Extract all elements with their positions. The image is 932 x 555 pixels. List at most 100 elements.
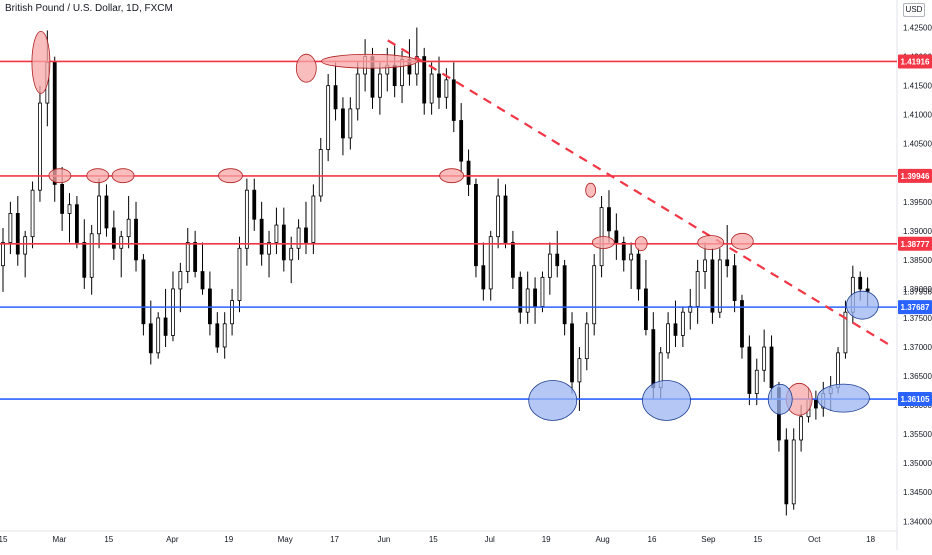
candle-body xyxy=(193,242,198,272)
level-price-label: 1.36105 xyxy=(901,395,930,404)
candle xyxy=(8,201,13,255)
level-price-label: 1.38777 xyxy=(901,240,930,249)
candle-body xyxy=(577,358,582,383)
candle-body xyxy=(82,242,87,278)
candle-body xyxy=(762,346,767,371)
candle-body xyxy=(422,56,427,104)
candle xyxy=(97,178,101,249)
candles-layer xyxy=(1,27,870,516)
candle xyxy=(503,184,508,249)
candle-body xyxy=(629,253,634,261)
candle xyxy=(695,259,700,324)
candle xyxy=(89,225,94,295)
candle-body xyxy=(784,439,789,505)
level-price-tag xyxy=(898,300,932,315)
y-tick-label: 1.35500 xyxy=(903,430,932,439)
level-price-tag xyxy=(898,392,932,407)
resistance-touch-marker xyxy=(439,168,465,184)
candle xyxy=(607,190,611,243)
x-tick-label: Sep xyxy=(701,535,716,544)
candle xyxy=(15,196,20,266)
candle-body xyxy=(326,85,331,150)
candle-body xyxy=(126,218,131,238)
candle-body xyxy=(584,323,589,360)
candle xyxy=(156,312,161,359)
candle-body xyxy=(1,242,5,267)
trend-layer xyxy=(387,39,894,348)
y-tick-label: 1.41000 xyxy=(903,111,932,120)
dashed-trendline xyxy=(387,39,894,348)
candle-body xyxy=(496,195,501,238)
markers-layer xyxy=(31,31,879,421)
candle-body xyxy=(562,265,567,325)
candle xyxy=(244,178,249,266)
candle xyxy=(555,230,560,278)
level-price-tag xyxy=(898,54,932,69)
candle xyxy=(318,137,323,202)
x-tick-label: 15 xyxy=(104,535,113,544)
resistance-touch-marker xyxy=(585,182,597,198)
support-touch-marker xyxy=(845,290,879,320)
candle xyxy=(30,181,35,249)
candle-body xyxy=(607,207,611,232)
candle-body xyxy=(769,346,774,389)
candle-body xyxy=(614,230,619,243)
candle-body xyxy=(444,79,449,98)
candle xyxy=(518,271,523,324)
resistance-touch-marker xyxy=(31,31,51,94)
candle xyxy=(510,230,515,289)
candle xyxy=(304,201,308,255)
candle-body xyxy=(858,276,863,290)
currency-badge[interactable]: USD xyxy=(903,3,925,17)
candle xyxy=(74,196,79,249)
candle xyxy=(703,242,707,289)
candle-body xyxy=(267,242,271,255)
candle-body xyxy=(341,108,345,139)
y-tick-label: 1.39500 xyxy=(903,198,932,207)
candle xyxy=(355,62,360,121)
candle-body xyxy=(555,253,560,267)
candle xyxy=(333,62,338,121)
candle-body xyxy=(474,183,478,267)
resistance-touch-marker xyxy=(218,168,243,184)
candle xyxy=(725,225,730,278)
candle xyxy=(126,196,131,249)
candle xyxy=(673,300,678,348)
candle-body xyxy=(710,259,715,313)
y-tick-label: 1.34000 xyxy=(903,517,932,526)
candle-body xyxy=(725,259,730,267)
candle-body xyxy=(289,247,294,261)
candle-body xyxy=(281,224,286,261)
candle-body xyxy=(8,213,13,243)
candle xyxy=(621,236,626,272)
candle-body xyxy=(488,236,493,290)
candle xyxy=(525,271,530,324)
candle-body xyxy=(392,64,397,87)
candle xyxy=(680,306,685,348)
candle xyxy=(178,262,183,313)
candle-body xyxy=(163,317,168,336)
candle-body xyxy=(414,56,419,75)
candle-body xyxy=(466,160,471,185)
candle-body xyxy=(540,276,545,307)
candle xyxy=(474,178,478,278)
resistance-touch-marker xyxy=(295,53,317,83)
candle-body xyxy=(666,323,670,354)
x-tick-label: Jun xyxy=(377,535,390,544)
candle xyxy=(636,248,641,301)
candle-body xyxy=(747,346,752,394)
candle-body xyxy=(865,288,870,292)
candle-body xyxy=(89,233,94,278)
candle-body xyxy=(813,398,818,409)
x-tick-label: Mar xyxy=(53,535,67,544)
candle-body xyxy=(570,323,574,383)
candle-body xyxy=(437,73,441,98)
candle-body xyxy=(695,271,700,307)
candle xyxy=(562,259,567,336)
candle-body xyxy=(38,102,42,191)
candle xyxy=(82,219,87,289)
x-tick-label: 19 xyxy=(542,535,551,544)
candle xyxy=(813,390,818,420)
candle-body xyxy=(74,204,79,243)
